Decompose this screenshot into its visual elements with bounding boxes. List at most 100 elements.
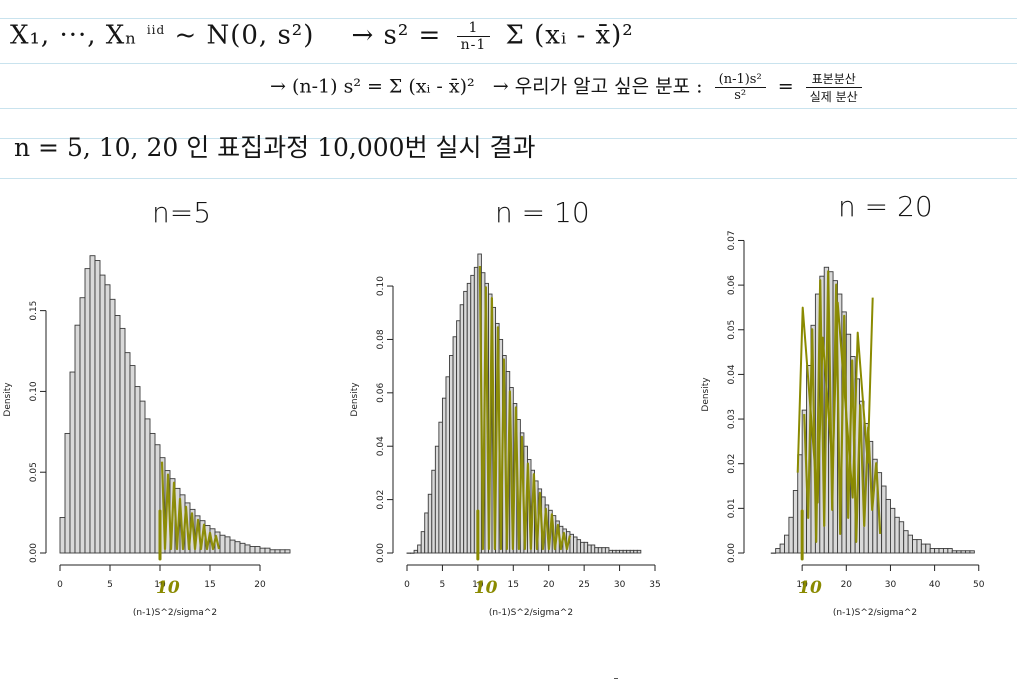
y-tick-label: 0.15 <box>29 301 39 321</box>
histogram-bar <box>149 432 156 554</box>
note-normal-dist: ~ N(0, s²) <box>174 20 315 51</box>
histogram-bar <box>466 282 472 554</box>
histogram-bar <box>109 298 116 554</box>
histogram-bar <box>894 516 900 554</box>
histogram-bar <box>636 549 642 554</box>
y-tick-label: 0.00 <box>376 543 386 563</box>
y-tick-label: 0.10 <box>376 276 386 296</box>
histogram-bar <box>449 355 454 554</box>
histogram-bar <box>427 493 433 554</box>
histogram-bar <box>417 544 422 554</box>
x-tick-label: 15 <box>508 580 519 590</box>
histogram-bar <box>594 547 599 554</box>
y-tick-label: 0.04 <box>376 436 386 456</box>
histogram-bar <box>580 541 585 554</box>
histogram-bar <box>459 304 465 554</box>
ruled-line <box>0 108 1017 109</box>
chart-title-n10: n = 10 <box>495 196 590 229</box>
histogram-bar <box>775 548 781 554</box>
x-tick-label: 5 <box>440 580 446 590</box>
histogram-bar <box>264 547 271 554</box>
x-axis-title: (n-1)S^2/sigma^2 <box>833 608 917 618</box>
frac-numerator: 표본분산 <box>805 70 862 88</box>
y-tick-label: 0.03 <box>727 409 737 429</box>
histogram-bar <box>452 336 458 554</box>
histogram-bar <box>441 397 447 554</box>
histogram-bar <box>119 327 126 554</box>
y-tick-label: 0.00 <box>727 543 737 563</box>
histogram-bar <box>965 550 971 554</box>
histogram-n5: 0 5 10 15 20 0.00 0.05 0.10 0.15 (n-1)S^2/sigma^2… <box>3 255 291 618</box>
histogram-bar <box>79 297 86 554</box>
histogram-bar <box>89 255 96 554</box>
frac-numerator: (n-1)s² <box>714 72 766 88</box>
frac-denominator: n-1 <box>460 37 487 53</box>
x-tick-label: 10 <box>154 580 166 590</box>
x-tick-label: 10 <box>472 580 484 590</box>
x-tick-label: 20 <box>841 580 853 590</box>
y-axis-title: Density <box>350 382 360 417</box>
histogram-bar <box>431 469 436 554</box>
histogram-bar <box>920 543 927 554</box>
histogram-bar <box>424 512 429 554</box>
histogram-bar <box>890 507 896 554</box>
note-s2-def: → s² = <box>351 20 442 51</box>
histogram-bar <box>129 365 136 554</box>
histogram-bar <box>239 542 246 554</box>
histogram-bar <box>779 543 785 554</box>
histogram-bar <box>601 547 606 554</box>
y-axis-title: Density <box>3 382 13 417</box>
histogram-bar <box>99 274 106 554</box>
histogram-bar <box>144 418 151 554</box>
histogram-bar <box>898 521 905 554</box>
histogram-bar <box>903 530 909 554</box>
frac-numerator: 1 <box>456 20 491 37</box>
histogram-n10: 0 5 10 15 20 25 30 35 0.00 0.02 0.04 0.06 0.08 0.10 (n… <box>350 253 661 618</box>
histogram-bar <box>604 547 610 554</box>
note-frac-3: 표본분산 실제 분산 <box>805 70 862 105</box>
histogram-bar <box>74 324 81 554</box>
histogram-bar <box>229 539 236 554</box>
histogram-bar <box>788 516 794 554</box>
histogram-bar <box>456 320 461 554</box>
histogram-bar <box>885 498 891 554</box>
note-iid: iid <box>146 22 166 37</box>
y-tick-label: 0.04 <box>727 364 737 384</box>
annotation-scribble <box>478 265 571 551</box>
note-frac-1: 1 n-1 <box>456 20 491 53</box>
y-tick-label: 0.00 <box>29 543 39 563</box>
histogram-bar <box>622 549 628 554</box>
x-tick-label: 0 <box>404 580 410 590</box>
annotation-scribble <box>796 297 874 504</box>
histogram-bar <box>434 445 440 554</box>
histogram-bar <box>420 531 426 554</box>
histogram-bar <box>470 274 475 554</box>
histogram-bar <box>576 539 582 554</box>
x-tick-label: 5 <box>107 580 113 590</box>
frac-denominator: 실제 분산 <box>809 90 858 104</box>
histogram-bar <box>84 268 91 554</box>
histogram-bar <box>583 541 589 554</box>
y-tick-label: 0.05 <box>29 462 39 482</box>
histogram-bar <box>219 534 226 554</box>
x-tick-label: 15 <box>204 580 215 590</box>
histogram-bar <box>969 550 975 554</box>
histogram-bar <box>947 548 953 554</box>
chart-title-n20: n = 20 <box>838 190 933 223</box>
x-tick-label: 20 <box>254 580 266 590</box>
histogram-bar <box>114 315 121 554</box>
frac-denominator: s² <box>734 88 747 103</box>
histogram-bar <box>445 376 450 554</box>
histogram-bar <box>269 549 276 554</box>
stray-mark <box>614 678 618 679</box>
histogram-bar <box>942 548 949 554</box>
y-tick-label: 0.06 <box>727 275 737 295</box>
histogram-bar <box>587 544 592 554</box>
annotation-label: 10 <box>156 578 180 598</box>
histogram-bar <box>956 550 962 554</box>
ruled-line <box>0 63 1017 64</box>
ruled-line <box>0 18 1017 19</box>
histogram-bar <box>960 550 966 554</box>
note-line-1: X₁, ···, Xₙ iid ~ N(0, s²) → s² = 1 n-1 … <box>10 20 634 53</box>
histogram-bar <box>244 544 251 554</box>
